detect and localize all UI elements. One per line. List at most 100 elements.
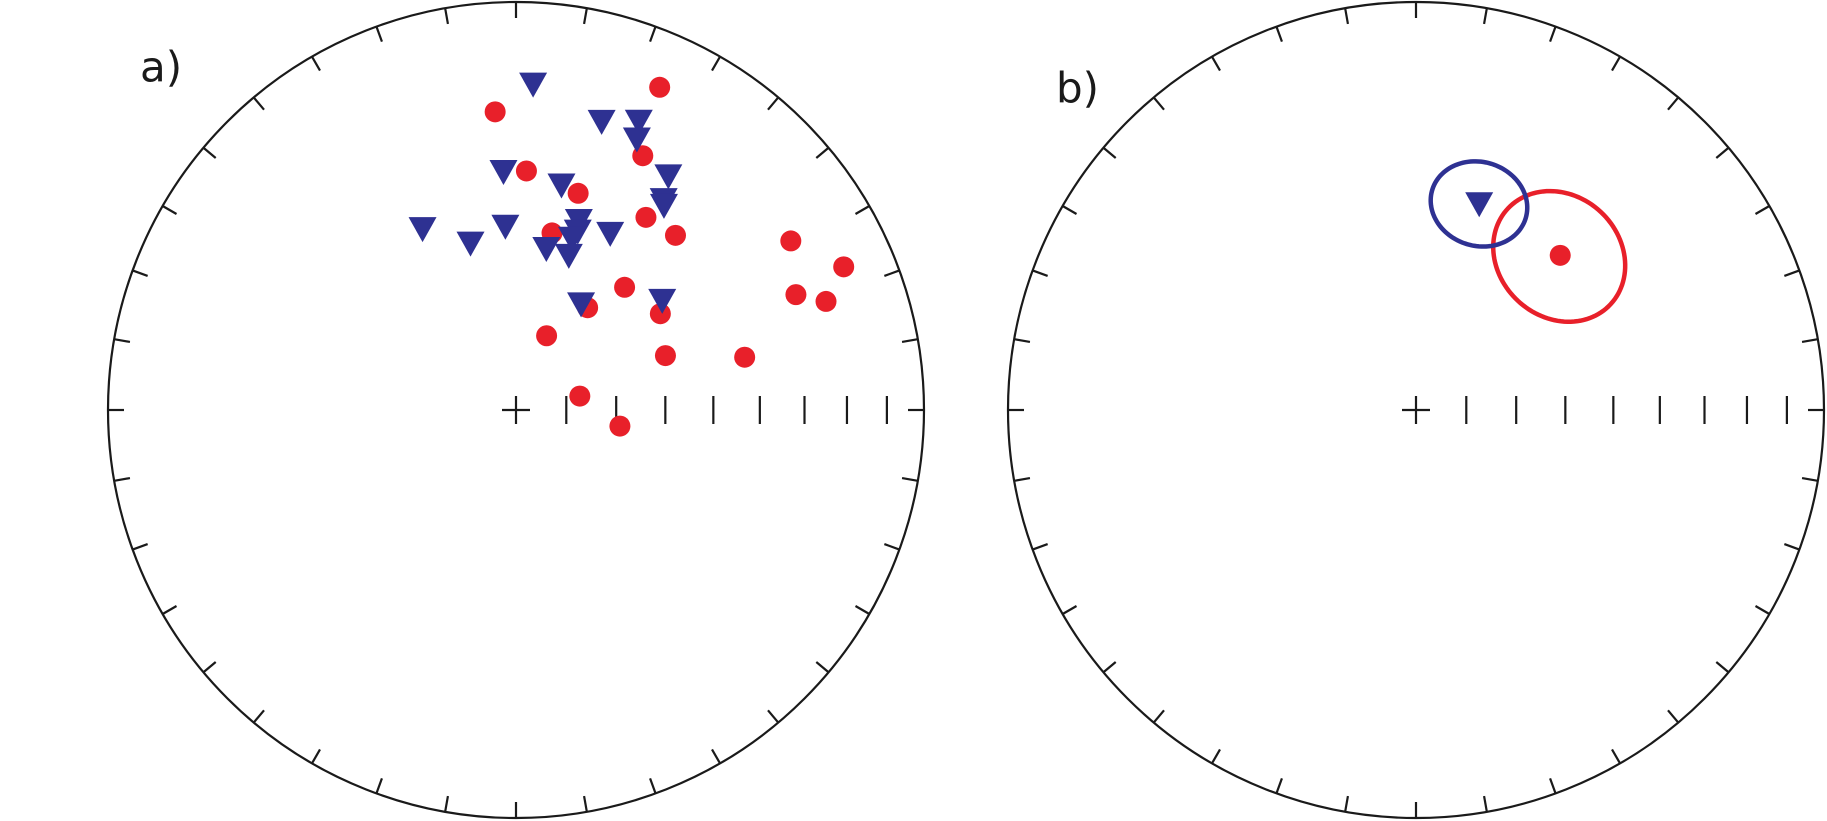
- declination-tick: [375, 777, 383, 794]
- declination-tick: [444, 8, 450, 25]
- declination-tick: [114, 338, 131, 344]
- declination-tick: [1715, 146, 1730, 159]
- declination-tick: [1801, 338, 1818, 344]
- declination-tick: [901, 476, 918, 482]
- data-point: [734, 346, 756, 368]
- declination-tick: [1344, 8, 1350, 25]
- data-point: [596, 221, 625, 247]
- declination-tick: [1062, 605, 1078, 615]
- data-point: [649, 193, 678, 219]
- panel-label: a): [140, 43, 182, 92]
- declination-tick: [132, 543, 149, 551]
- declination-tick: [1275, 777, 1283, 794]
- declination-tick: [1611, 56, 1621, 72]
- data-point: [614, 276, 636, 298]
- confidence-circle: [1428, 159, 1530, 249]
- declination-tick: [1783, 269, 1800, 277]
- declination-tick: [444, 795, 450, 812]
- declination-tick: [1754, 205, 1770, 215]
- declination-tick: [1754, 605, 1770, 615]
- stereonet: a): [106, 0, 926, 820]
- declination-tick: [582, 795, 588, 812]
- declination-tick: [1102, 661, 1117, 674]
- declination-tick: [883, 543, 900, 551]
- declination-tick: [1482, 8, 1488, 25]
- declination-tick: [1102, 146, 1117, 159]
- declination-tick: [582, 8, 588, 25]
- declination-tick: [162, 605, 178, 615]
- declination-tick: [767, 96, 780, 111]
- data-point: [649, 303, 671, 325]
- declination-tick: [711, 56, 721, 72]
- data-point: [515, 160, 537, 182]
- data-point: [1465, 192, 1494, 218]
- declination-tick: [1275, 26, 1283, 43]
- data-point: [569, 385, 591, 407]
- data-point: [489, 160, 518, 186]
- declination-tick: [114, 476, 131, 482]
- declination-tick: [1667, 709, 1680, 724]
- declination-tick: [1211, 748, 1221, 764]
- declination-tick: [1783, 543, 1800, 551]
- data-point: [635, 206, 657, 228]
- declination-tick: [375, 26, 383, 43]
- data-point: [456, 231, 485, 257]
- data-point: [833, 256, 855, 278]
- declination-tick: [1549, 777, 1557, 794]
- declination-tick: [883, 269, 900, 277]
- declination-tick: [1032, 269, 1049, 277]
- data-point: [815, 290, 837, 312]
- data-point: [654, 345, 676, 367]
- data-point: [547, 173, 576, 199]
- data-point: [587, 109, 616, 135]
- data-point: [484, 101, 506, 123]
- declination-tick: [1344, 795, 1350, 812]
- declination-tick: [311, 56, 321, 72]
- declination-tick: [1549, 26, 1557, 43]
- declination-tick: [252, 96, 265, 111]
- declination-tick: [854, 605, 870, 615]
- data-point: [624, 109, 653, 135]
- declination-tick: [1014, 338, 1031, 344]
- data-point: [1549, 244, 1571, 266]
- data-point: [567, 182, 589, 204]
- declination-tick: [815, 146, 830, 159]
- declination-tick: [649, 26, 657, 43]
- declination-tick: [901, 338, 918, 344]
- data-point: [648, 288, 677, 314]
- data-point: [609, 415, 631, 437]
- data-point: [664, 224, 686, 246]
- declination-tick: [252, 709, 265, 724]
- declination-tick: [132, 269, 149, 277]
- data-point: [554, 243, 583, 269]
- declination-tick: [1715, 661, 1730, 674]
- declination-tick: [1611, 748, 1621, 764]
- data-point: [532, 236, 561, 262]
- declination-tick: [202, 661, 217, 674]
- declination-tick: [1152, 96, 1165, 111]
- panel-label: b): [1056, 64, 1099, 113]
- declination-tick: [711, 748, 721, 764]
- declination-tick: [1482, 795, 1488, 812]
- declination-tick: [202, 146, 217, 159]
- confidence-circle: [1490, 188, 1628, 324]
- declination-tick: [1014, 476, 1031, 482]
- data-point: [780, 230, 802, 252]
- declination-tick: [1032, 543, 1049, 551]
- stereonet: b): [1006, 0, 1826, 820]
- data-point: [649, 76, 671, 98]
- declination-tick: [854, 205, 870, 215]
- data-point: [622, 127, 651, 153]
- data-point: [408, 217, 437, 243]
- declination-tick: [1211, 56, 1221, 72]
- declination-tick: [162, 205, 178, 215]
- declination-tick: [815, 661, 830, 674]
- data-point: [567, 292, 596, 318]
- data-point: [536, 325, 558, 347]
- data-point: [519, 72, 548, 98]
- declination-tick: [1801, 476, 1818, 482]
- data-point: [785, 284, 807, 306]
- declination-tick: [649, 777, 657, 794]
- data-point: [557, 226, 586, 252]
